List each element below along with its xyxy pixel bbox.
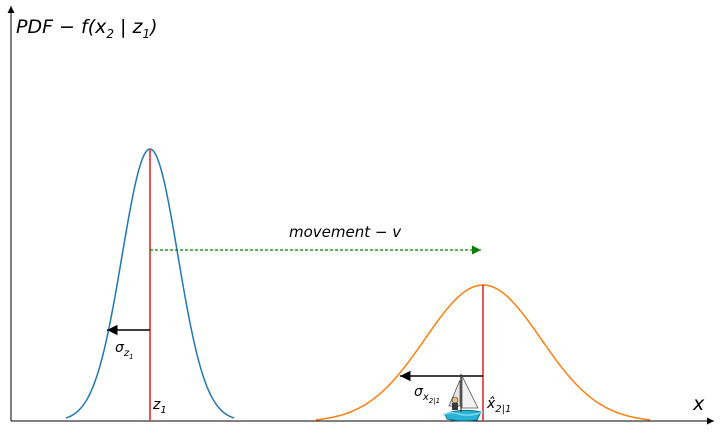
movement-label: movement − v xyxy=(289,223,402,241)
sigma-label-x21: σx2|1 xyxy=(414,384,440,405)
x-axis-label: x xyxy=(692,393,705,415)
y-axis-label: PDF − f(x2 | z1) xyxy=(16,16,158,41)
mean-label-x21: x̂2|1 xyxy=(486,396,511,415)
sigma-label-z1: σz1 xyxy=(115,340,134,361)
sailboat-icon xyxy=(442,374,484,422)
mean-label-z1: z1 xyxy=(152,397,167,416)
